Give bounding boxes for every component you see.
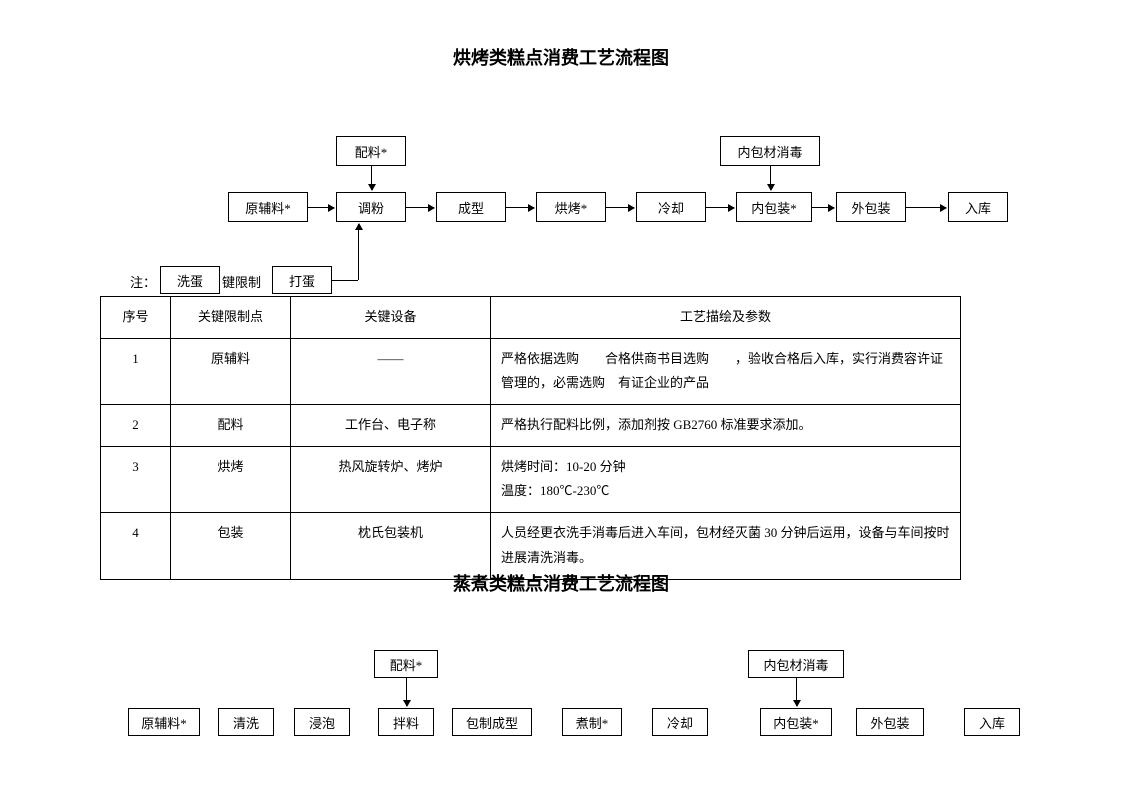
table-cell: 原辅料 [171, 338, 291, 404]
flow1-n4: 烘烤* [536, 192, 606, 222]
flow2-n6: 煮制* [562, 708, 622, 736]
flow1-sub-wash: 洗蛋 [160, 266, 220, 294]
th-kcp: 关键限制点 [171, 297, 291, 339]
flow2-n8: 内包装* [760, 708, 832, 736]
flow1-sub-beat: 打蛋 [272, 266, 332, 294]
flow2-n3: 浸泡 [294, 708, 350, 736]
table-cell: 严格执行配料比例，添加剂按 GB2760 标准要求添加。 [491, 405, 961, 447]
th-eq: 关键设备 [291, 297, 491, 339]
flow1-n1: 原辅料* [228, 192, 308, 222]
flow1-top-peiliao: 配料* [336, 136, 406, 166]
flow1-n7: 外包装 [836, 192, 906, 222]
table-cell: 2 [101, 405, 171, 447]
table-row: 2配料工作台、电子称严格执行配料比例，添加剂按 GB2760 标准要求添加。 [101, 405, 961, 447]
arrow-h-3-4 [506, 207, 534, 208]
table-row: 1原辅料——严格依据选购 合格供商书目选购 ，验收合格后入库，实行消费容许证管理… [101, 338, 961, 404]
flow1-n5: 冷却 [636, 192, 706, 222]
table-cell: 3 [101, 446, 171, 512]
arrow-h-7-8 [906, 207, 946, 208]
flow1-top-disinfect: 内包材消毒 [720, 136, 820, 166]
arrow-sub-to-n2 [358, 224, 359, 280]
table-cell: —— [291, 338, 491, 404]
flow2-n4: 拌料 [378, 708, 434, 736]
arrow-h-4-5 [606, 207, 634, 208]
flow2-top-disinfect: 内包材消毒 [748, 650, 844, 678]
arrow-h-6-7 [812, 207, 834, 208]
flow2-n10: 入库 [964, 708, 1020, 736]
table-cell: 热风旋转炉、烤炉 [291, 446, 491, 512]
note-label: 注： [130, 272, 156, 291]
title-1: 烘烤类糕点消费工艺流程图 [0, 44, 1122, 70]
flow2-n2: 清洗 [218, 708, 274, 736]
flow1-n3: 成型 [436, 192, 506, 222]
flow1-n6: 内包装* [736, 192, 812, 222]
arrow2-v-peiliao [406, 678, 407, 706]
table-cell: 配料 [171, 405, 291, 447]
table-row: 3烘烤热风旋转炉、烤炉烘烤时间：10-20 分钟 温度：180℃-230℃ [101, 446, 961, 512]
th-seq: 序号 [101, 297, 171, 339]
table-cell: 烘烤 [171, 446, 291, 512]
flow2-n9: 外包装 [856, 708, 924, 736]
arrow-v-peiliao [371, 166, 372, 190]
arrow-h-1-2 [308, 207, 334, 208]
table-cell: 烘烤时间：10-20 分钟 温度：180℃-230℃ [491, 446, 961, 512]
table-cell: 1 [101, 338, 171, 404]
arrow-v-disinfect [770, 166, 771, 190]
arrow-h-5-6 [706, 207, 734, 208]
table-header-row: 序号 关键限制点 关键设备 工艺描绘及参数 [101, 297, 961, 339]
table-cell: 工作台、电子称 [291, 405, 491, 447]
note-mid-text: 键限制 [222, 272, 261, 291]
table-cell: 严格依据选购 合格供商书目选购 ，验收合格后入库，实行消费容许证管理的，必需选购… [491, 338, 961, 404]
arrow2-v-disinfect [796, 678, 797, 706]
th-desc: 工艺描绘及参数 [491, 297, 961, 339]
flow2-n7: 冷却 [652, 708, 708, 736]
arrow-h-2-3 [406, 207, 434, 208]
seg-dadan-h [332, 280, 358, 281]
title-2: 蒸煮类糕点消费工艺流程图 [0, 570, 1122, 596]
flow1-n2: 调粉 [336, 192, 406, 222]
flow2-top-peiliao: 配料* [374, 650, 438, 678]
flow2-n5: 包制成型 [452, 708, 532, 736]
flow2-n1: 原辅料* [128, 708, 200, 736]
flow1-n8: 入库 [948, 192, 1008, 222]
kcp-table: 序号 关键限制点 关键设备 工艺描绘及参数 1原辅料——严格依据选购 合格供商书… [100, 296, 961, 580]
